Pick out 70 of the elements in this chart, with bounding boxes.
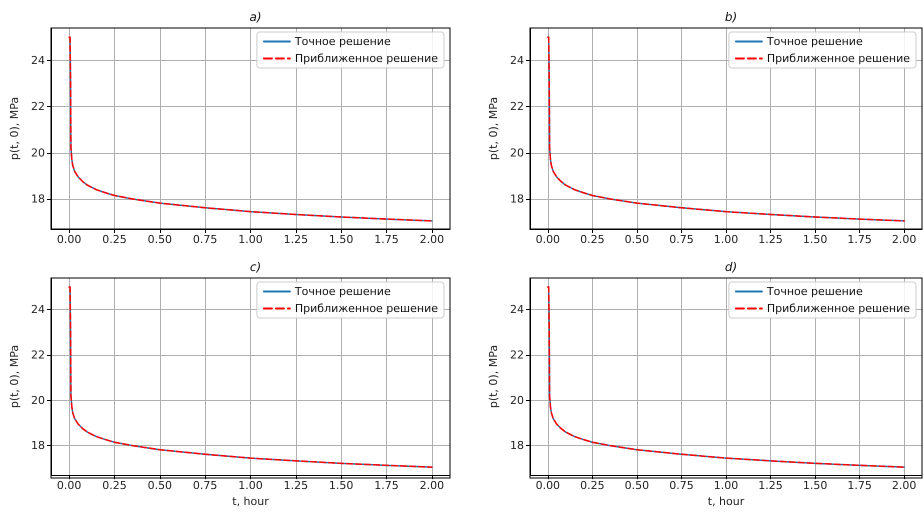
y-tick-label: 18: [510, 439, 524, 452]
chart-title: c): [250, 260, 262, 274]
x-tick-label: 1.00: [238, 479, 263, 492]
y-tick-label: 22: [31, 100, 45, 114]
y-tick-label: 24: [31, 54, 45, 67]
x-tick-label: 0.00: [536, 479, 560, 492]
y-axis-title: p(t, 0), MPa: [8, 344, 22, 408]
x-tick-label: 0.25: [102, 233, 127, 246]
x-tick-label: 0.00: [56, 233, 82, 246]
y-tick-label: 20: [31, 394, 45, 407]
x-tick-label: 1.75: [847, 233, 872, 246]
legend-label: Точное решение: [294, 35, 391, 48]
y-tick-label: 18: [31, 439, 45, 452]
x-axis-title: t, hour: [708, 495, 745, 508]
y-tick-label: 24: [510, 303, 524, 316]
y-tick-label: 20: [510, 146, 524, 160]
x-tick-label: 0.75: [669, 233, 694, 246]
x-tick-label: 1.25: [758, 233, 783, 246]
x-tick-label: 1.75: [374, 479, 399, 492]
y-tick-label: 24: [510, 54, 524, 67]
x-tick-label: 0.00: [536, 233, 560, 246]
x-tick-label: 1.00: [714, 233, 738, 246]
x-tick-label: 1.25: [284, 233, 308, 246]
x-tick-label: 1.25: [758, 479, 783, 492]
x-tick-label: 0.00: [56, 479, 82, 492]
x-tick-label: 1.50: [802, 233, 828, 246]
x-tick-label: 2.00: [892, 479, 916, 492]
y-axis-title: p(t, 0), MPa: [8, 96, 22, 160]
legend-label: Точное решение: [766, 285, 863, 298]
legend-label: Приближенное решение: [766, 302, 910, 315]
x-axis-title: t, hour: [232, 495, 270, 508]
x-tick-label: 0.75: [669, 479, 694, 492]
y-tick-label: 18: [31, 192, 45, 206]
chart-title: b): [724, 10, 738, 24]
y-tick-label: 22: [31, 348, 45, 362]
x-tick-label: 0.50: [624, 233, 650, 246]
x-tick-label: 0.50: [624, 479, 650, 492]
legend-label: Приближенное решение: [294, 52, 438, 65]
y-tick-label: 24: [31, 303, 45, 316]
x-tick-label: 0.25: [580, 233, 605, 246]
x-tick-label: 0.25: [580, 479, 605, 492]
x-tick-label: 1.50: [802, 479, 828, 492]
chart-title: d): [724, 260, 738, 274]
x-tick-label: 2.00: [420, 233, 444, 246]
x-tick-label: 0.50: [148, 233, 172, 246]
legend-label: Приближенное решение: [294, 302, 438, 315]
legend-label: Точное решение: [294, 285, 391, 298]
y-axis-title: p(t, 0), MPa: [487, 344, 500, 408]
x-tick-label: 2.00: [892, 233, 916, 246]
y-tick-label: 20: [31, 146, 45, 160]
chart-title: a): [249, 10, 262, 24]
x-tick-label: 0.50: [148, 479, 172, 492]
x-tick-label: 0.75: [192, 233, 218, 246]
x-tick-label: 0.75: [192, 479, 218, 492]
x-tick-label: 1.25: [284, 479, 308, 492]
x-tick-label: 1.50: [328, 233, 354, 246]
legend-label: Точное решение: [766, 35, 863, 48]
legend-label: Приближенное решение: [766, 52, 910, 65]
x-tick-label: 1.00: [714, 479, 738, 492]
x-tick-label: 1.75: [374, 233, 399, 246]
x-tick-label: 0.25: [102, 479, 127, 492]
y-tick-label: 22: [510, 348, 524, 362]
y-tick-label: 18: [510, 192, 524, 206]
x-tick-label: 1.00: [238, 233, 263, 246]
x-tick-label: 2.00: [420, 479, 444, 492]
y-axis-title: p(t, 0), MPa: [487, 96, 500, 160]
y-tick-label: 20: [510, 394, 524, 407]
y-tick-label: 22: [510, 100, 524, 114]
x-tick-label: 1.75: [847, 479, 872, 492]
x-tick-label: 1.50: [328, 479, 354, 492]
